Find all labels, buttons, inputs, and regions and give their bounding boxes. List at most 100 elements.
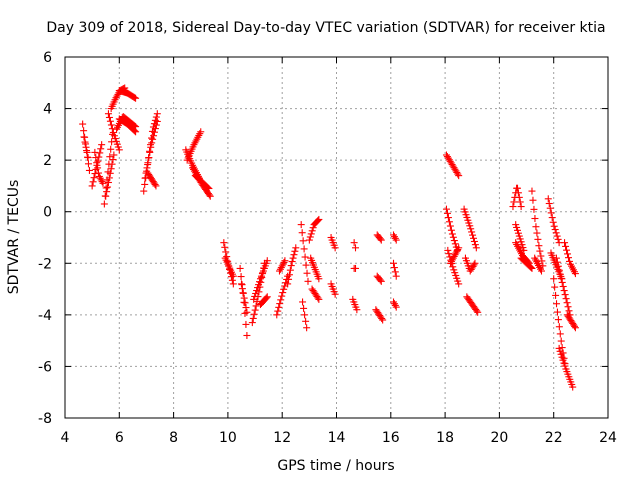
data-point (471, 241, 479, 249)
data-point (557, 350, 565, 358)
data-point (309, 224, 317, 232)
data-point (546, 204, 554, 212)
data-point (561, 291, 569, 299)
data-point (305, 236, 313, 244)
data-point (80, 133, 88, 141)
data-point (516, 198, 524, 206)
data-point (555, 344, 563, 352)
data-point (378, 315, 386, 323)
data-point (251, 292, 259, 300)
data-point (551, 226, 559, 234)
data-point (447, 226, 455, 234)
data-point (89, 178, 97, 186)
data-point (391, 268, 399, 276)
data-point (91, 148, 99, 156)
data-point (469, 231, 477, 239)
data-point (132, 94, 140, 102)
data-point (376, 276, 384, 284)
data-point (79, 120, 87, 128)
data-point (149, 135, 157, 143)
x-tick-label: 6 (115, 430, 124, 446)
data-point (107, 165, 115, 173)
data-point (532, 223, 540, 231)
data-point (290, 251, 298, 259)
data-point (303, 324, 311, 332)
data-point (81, 138, 89, 146)
data-point (553, 308, 561, 316)
y-tick-label: 4 (43, 102, 52, 118)
data-point (472, 244, 480, 252)
data-point (97, 145, 105, 153)
data-point (253, 287, 261, 295)
data-point (144, 159, 152, 167)
data-point (222, 248, 230, 256)
data-point (554, 262, 562, 270)
data-point (242, 320, 250, 328)
data-point (331, 244, 339, 252)
data-point (554, 235, 562, 243)
data-point (280, 258, 288, 266)
data-point (442, 205, 450, 213)
data-point (251, 306, 259, 314)
data-point (228, 276, 236, 284)
data-point (243, 331, 251, 339)
data-point (544, 195, 552, 203)
data-point (392, 303, 400, 311)
data-point (390, 300, 398, 308)
data-points (79, 84, 579, 391)
data-point (331, 290, 339, 298)
data-point (236, 264, 244, 272)
data-point (145, 154, 153, 162)
x-tick-label: 24 (599, 430, 617, 446)
data-point (289, 254, 297, 262)
data-point (281, 257, 289, 265)
data-point (571, 324, 579, 332)
data-point (534, 235, 542, 243)
data-point (515, 193, 523, 201)
data-point (308, 227, 316, 235)
data-point (197, 128, 205, 136)
data-point (297, 221, 305, 229)
data-point (554, 316, 562, 324)
x-tick-label: 20 (490, 430, 508, 446)
data-point (571, 270, 579, 278)
data-point (100, 200, 108, 208)
data-point (94, 157, 102, 165)
data-point (569, 383, 577, 391)
data-point (229, 280, 237, 288)
data-point (552, 229, 560, 237)
x-tick-label: 4 (61, 430, 70, 446)
data-point (107, 145, 115, 153)
data-point (379, 316, 387, 324)
data-point (276, 300, 284, 308)
data-point (509, 203, 517, 211)
data-point (301, 311, 309, 319)
data-point (527, 264, 535, 272)
data-point (547, 209, 555, 217)
data-point (288, 258, 296, 266)
data-point (131, 127, 139, 135)
data-point (350, 239, 358, 247)
data-point (531, 215, 539, 223)
data-point (248, 319, 256, 327)
data-point (473, 307, 481, 315)
data-point (528, 264, 536, 272)
data-point (301, 253, 309, 261)
data-point (561, 362, 569, 370)
data-point (275, 303, 283, 311)
data-point (302, 317, 310, 325)
x-tick-labels: 4 6 8 10 12 14 16 18 20 22 24 (61, 430, 617, 446)
data-point (150, 132, 158, 140)
data-point (468, 228, 476, 236)
data-point (514, 184, 521, 192)
data-point (565, 254, 573, 262)
data-point (141, 174, 149, 182)
data-point (392, 272, 400, 280)
data-point (315, 275, 323, 283)
data-point (556, 347, 564, 355)
data-point (565, 307, 573, 315)
data-point (553, 232, 561, 240)
data-point (556, 330, 564, 338)
data-point (278, 292, 286, 300)
